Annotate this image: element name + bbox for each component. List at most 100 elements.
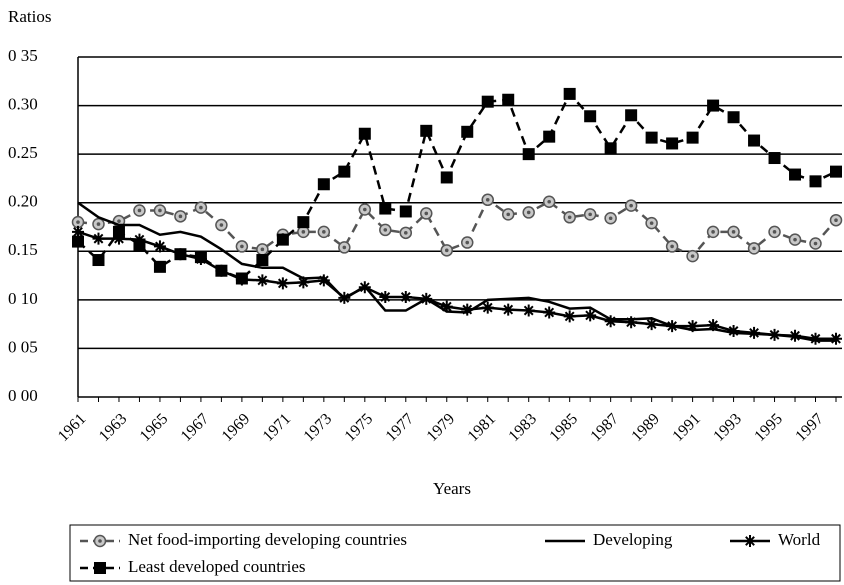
point-marker <box>522 206 535 219</box>
point-marker <box>666 320 679 333</box>
point-marker <box>645 131 658 144</box>
legend-label: Developing <box>593 530 673 549</box>
point-dot <box>240 244 244 249</box>
point-marker <box>256 243 269 256</box>
point-marker <box>584 309 597 322</box>
point-dot <box>96 222 101 226</box>
point-marker <box>686 131 699 144</box>
point-marker <box>133 238 146 251</box>
point-dot <box>813 241 818 246</box>
point-marker <box>830 165 842 178</box>
point-dot <box>76 220 80 224</box>
point-marker <box>542 195 556 208</box>
point-dot <box>219 223 224 227</box>
point-dot <box>260 247 265 252</box>
point-marker <box>604 315 617 328</box>
y-tick-label: 0 35 <box>8 46 38 65</box>
point-dot <box>834 218 838 222</box>
legend-label: World <box>778 530 821 549</box>
legend-label: Net food-importing developing countries <box>128 530 407 549</box>
point-marker <box>112 225 125 238</box>
y-tick-label: 0.25 <box>8 143 38 162</box>
point-marker <box>174 210 187 223</box>
point-marker <box>727 225 740 239</box>
x-tick-label: 1995 <box>751 410 786 445</box>
point-marker <box>830 332 842 345</box>
point-marker <box>379 202 392 215</box>
point-marker <box>809 175 822 188</box>
legend-label: Least developed countries <box>128 557 306 576</box>
point-marker <box>727 324 740 337</box>
point-dot <box>588 212 592 217</box>
point-marker <box>481 301 494 314</box>
x-tick-label: 1981 <box>465 410 500 445</box>
point-marker <box>502 93 515 106</box>
point-marker <box>92 217 105 231</box>
x-tick-label: 1977 <box>383 410 418 445</box>
point-marker <box>686 320 699 333</box>
x-tick-label: 1961 <box>55 410 90 445</box>
point-marker <box>707 99 720 112</box>
point-dot <box>690 254 695 258</box>
point-marker <box>256 254 269 267</box>
point-marker <box>276 277 289 290</box>
point-marker <box>789 329 802 342</box>
point-marker <box>93 534 107 548</box>
point-marker <box>727 111 740 124</box>
point-dot <box>793 237 797 242</box>
point-marker <box>501 208 515 221</box>
x-tick-label: 1985 <box>546 410 581 445</box>
point-dot <box>98 539 102 543</box>
x-tick-label: 1987 <box>587 410 622 445</box>
x-tick-label: 1991 <box>669 410 704 445</box>
x-tick-label: 1971 <box>260 410 295 445</box>
point-marker <box>297 276 310 289</box>
point-dot <box>465 240 470 245</box>
point-marker <box>461 303 474 316</box>
point-marker <box>563 310 576 323</box>
point-marker <box>194 251 207 264</box>
point-marker <box>788 233 802 246</box>
point-marker <box>174 248 187 261</box>
point-marker <box>358 127 371 140</box>
point-marker <box>94 562 106 574</box>
point-marker <box>317 274 330 287</box>
point-marker <box>420 124 433 137</box>
point-dot <box>199 205 203 210</box>
point-marker <box>481 193 494 207</box>
point-dot <box>444 248 449 253</box>
point-dot <box>342 245 347 250</box>
point-marker <box>583 208 597 221</box>
point-dot <box>363 207 367 212</box>
point-marker <box>809 332 822 345</box>
point-marker <box>215 218 228 232</box>
x-tick-label: 1979 <box>424 410 459 445</box>
point-marker <box>707 319 720 332</box>
point-marker <box>481 95 494 108</box>
x-tick-label: 1967 <box>178 410 213 445</box>
point-dot <box>649 221 654 225</box>
point-marker <box>440 300 453 313</box>
point-dot <box>403 231 408 235</box>
point-marker <box>440 244 454 257</box>
series-line <box>77 197 837 258</box>
point-marker <box>338 291 351 304</box>
point-dot <box>322 230 326 234</box>
point-marker <box>563 87 576 100</box>
x-tick-label: 1989 <box>628 410 663 445</box>
point-marker <box>625 109 638 122</box>
point-marker <box>748 326 761 339</box>
point-dot <box>772 230 777 234</box>
point-marker <box>215 264 228 277</box>
series-line <box>77 201 836 342</box>
point-marker <box>153 260 166 273</box>
point-dot <box>178 214 183 219</box>
point-marker <box>235 240 249 253</box>
point-dot <box>301 230 306 234</box>
point-marker <box>666 137 679 150</box>
point-marker <box>440 171 453 184</box>
point-marker <box>194 201 208 214</box>
point-marker <box>399 226 413 240</box>
point-dot <box>629 203 633 208</box>
point-marker <box>829 213 843 227</box>
